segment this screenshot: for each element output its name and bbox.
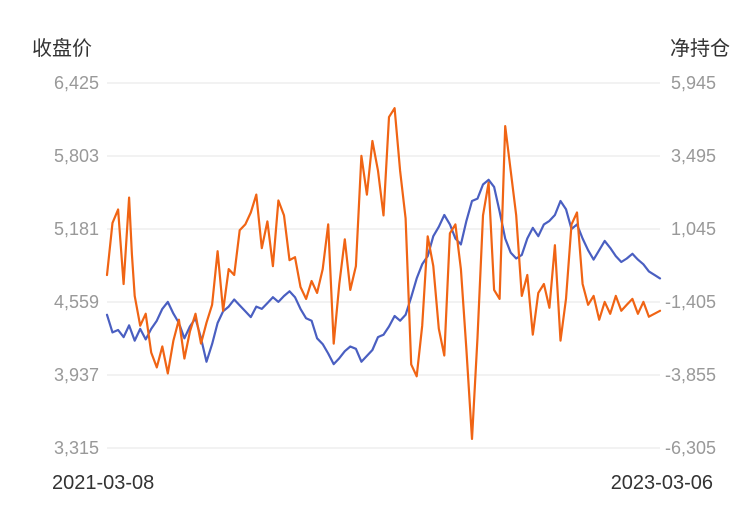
left-tick-label: 5,803: [54, 146, 99, 166]
x-label-start: 2021-03-08: [52, 472, 154, 494]
left-axis-title: 收盘价: [32, 36, 92, 60]
right-axis-title: 净持仓: [670, 36, 730, 60]
gridlines: [107, 82, 660, 449]
left-tick-label: 6,425: [54, 73, 99, 93]
right-tick-label: -1,405: [665, 292, 716, 312]
right-tick-label: 3,495: [671, 146, 716, 166]
left-tick-label: 5,181: [54, 219, 99, 239]
right-tick-label: -3,855: [665, 365, 716, 385]
right-axis-ticks: 5,945 3,495 1,045 -1,405 -3,855 -6,305: [665, 73, 716, 458]
left-tick-label: 3,937: [54, 365, 99, 385]
right-tick-label: 5,945: [671, 73, 716, 93]
left-axis-ticks: 6,425 5,803 5,181 4,559 3,937 3,315: [54, 73, 99, 458]
series-lines: [105, 107, 662, 440]
left-tick-label: 3,315: [54, 438, 99, 458]
right-tick-label: -6,305: [665, 438, 716, 458]
net-position-line: [105, 107, 662, 440]
x-label-end: 2023-03-06: [611, 472, 713, 494]
left-tick-label: 4,559: [54, 292, 99, 312]
right-tick-label: 1,045: [671, 219, 716, 239]
